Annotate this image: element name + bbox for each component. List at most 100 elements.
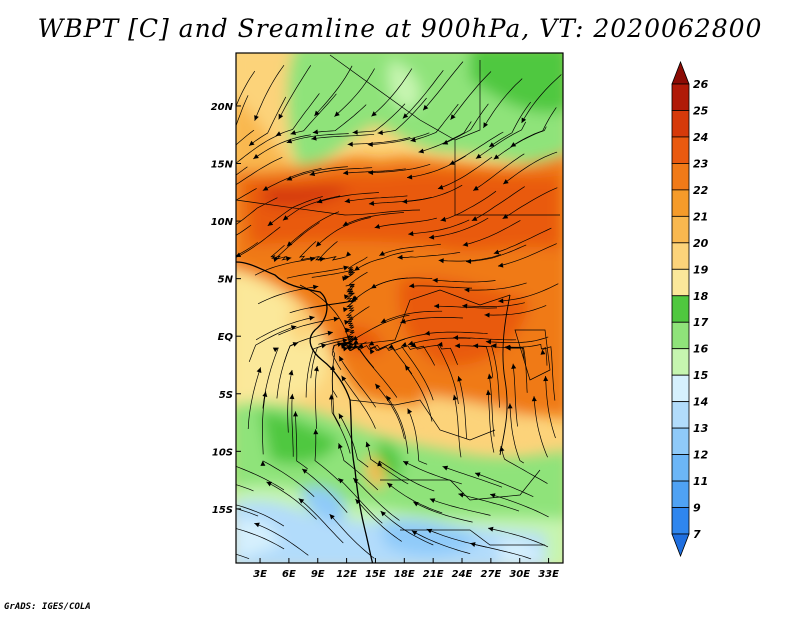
streamline-arrow (342, 338, 348, 344)
streamline-arrow (337, 342, 343, 347)
streamline-arrow (410, 137, 416, 143)
colorbar-label: 9 (693, 502, 701, 515)
streamline-arrow (286, 138, 293, 144)
streamline-arrow (453, 335, 459, 341)
streamline-arrow (193, 472, 199, 477)
streamline (315, 217, 371, 247)
streamline (464, 282, 527, 291)
streamline (367, 132, 430, 146)
streamline-arrow (485, 339, 492, 345)
streamline-arrow (379, 251, 385, 256)
streamline (236, 484, 254, 492)
streamline (404, 364, 433, 422)
map-title: WBPT [C] and Sreamline at 900hPa, VT: 20… (37, 14, 763, 43)
streamline (408, 219, 470, 235)
streamline-arrow (343, 265, 349, 271)
streamline (408, 337, 471, 345)
streamline-arrow (510, 142, 517, 147)
streamline-arrow (352, 335, 358, 341)
streamline (440, 190, 497, 221)
streamline (366, 441, 409, 485)
colorbar-box (671, 321, 690, 350)
streamline-arrow (486, 389, 491, 396)
streamline (380, 310, 443, 324)
streamline (330, 394, 351, 454)
streamline-arrow (368, 340, 375, 346)
streamline-arrow (330, 365, 336, 371)
streamline-arrow (438, 258, 444, 264)
streamline (278, 65, 312, 120)
streamline-arrow (254, 522, 260, 528)
streamline (254, 522, 309, 556)
colorbar-box (671, 189, 690, 217)
streamline (369, 333, 428, 351)
streamline-arrow (490, 493, 496, 498)
streamline-arrow (429, 498, 436, 503)
streamline (344, 330, 355, 344)
lon-label: 6E (282, 569, 296, 580)
streamline-arrow (285, 256, 292, 262)
streamline (442, 466, 503, 488)
streamline-arrow (449, 160, 455, 165)
streamline-arrow (355, 499, 361, 505)
streamline (338, 355, 376, 408)
streamline (295, 411, 308, 470)
streamline (248, 325, 297, 363)
streamline (338, 413, 369, 468)
streamline (400, 317, 463, 324)
streamline (345, 283, 356, 302)
streamline (298, 498, 344, 544)
streamline-arrow (505, 344, 511, 350)
colorbar-label: 25 (693, 104, 709, 117)
streamline (236, 528, 285, 550)
streamline-arrow (256, 367, 262, 373)
colorbar-box (671, 480, 690, 508)
streamline (402, 184, 463, 203)
streamline-arrow (302, 468, 308, 474)
streamline (472, 345, 525, 362)
streamline-arrow (329, 514, 335, 520)
streamline-arrow (473, 185, 479, 191)
streamline-arrow (314, 110, 320, 116)
streamline-arrow (286, 241, 293, 247)
streamline (498, 283, 559, 302)
streamline-arrow (457, 376, 463, 382)
streamline-arrow (313, 284, 319, 290)
streamline (453, 394, 462, 458)
streamline-arrow (400, 318, 406, 324)
streamline (274, 222, 320, 260)
streamline-arrow (408, 340, 414, 346)
streamline (341, 375, 376, 429)
streamline-arrow (344, 294, 350, 300)
streamline-arrow (403, 461, 409, 466)
colorbar-label: 22 (693, 184, 709, 197)
streamline (346, 306, 370, 330)
streamline-arrow (353, 478, 359, 484)
streamline-arrow (347, 141, 353, 147)
streamline (236, 224, 252, 236)
colorbar-box (671, 215, 690, 244)
lon-label: 33E (538, 569, 559, 580)
wbpt-shading (236, 53, 563, 563)
streamline (489, 493, 549, 518)
streamline (286, 266, 349, 279)
streamline-arrow (352, 343, 358, 349)
colorbar-label: 15 (693, 369, 709, 382)
streamline-arrow (471, 216, 478, 221)
streamline (236, 466, 285, 491)
streamline (504, 343, 548, 366)
streamline-arrow (340, 344, 347, 349)
colorbar-box (671, 268, 690, 297)
streamline (407, 408, 428, 465)
streamline-arrow (402, 199, 408, 204)
streamline (316, 192, 379, 203)
streamline (422, 61, 464, 111)
streamline (379, 243, 441, 256)
streamline (290, 93, 337, 135)
streamline (437, 156, 493, 190)
streamline (521, 74, 562, 124)
streamline (488, 527, 549, 548)
colorbar-label: 19 (693, 263, 709, 276)
streamline (278, 318, 340, 336)
streamline-arrow (502, 214, 509, 219)
